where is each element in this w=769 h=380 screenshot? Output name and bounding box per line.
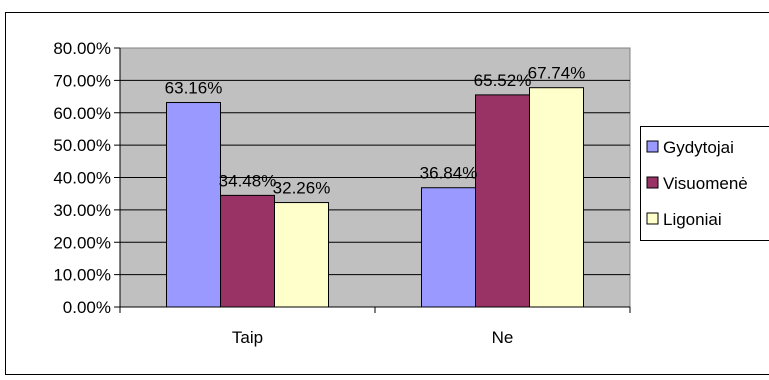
legend-label: Gydytojai [663, 138, 734, 157]
x-tick-label: Ne [492, 328, 514, 347]
y-tick-label: 50.00% [53, 136, 111, 155]
data-label: 65.52% [474, 71, 532, 90]
data-label: 32.26% [273, 179, 331, 198]
y-tick-label: 0.00% [63, 298, 111, 317]
bar-visuomen--ne [476, 95, 530, 307]
data-label: 34.48% [219, 171, 277, 190]
legend: Gydytojai Visuomenė Ligoniai [641, 127, 769, 241]
y-tick-label: 30.00% [53, 201, 111, 220]
bar-gydytojai-ne [422, 188, 476, 307]
legend-label: Visuomenė [663, 174, 748, 193]
legend-label: Ligoniai [663, 210, 722, 229]
y-tick-label: 40.00% [53, 169, 111, 188]
y-tick-label: 10.00% [53, 266, 111, 285]
y-tick-label: 70.00% [53, 71, 111, 90]
bar-ligoniai-ne [530, 88, 584, 307]
y-tick-label: 80.00% [53, 39, 111, 58]
y-axis: 0.00% 10.00% 20.00% 30.00% 40.00% 50.00% 60.00… [53, 39, 120, 317]
legend-swatch [647, 141, 658, 152]
bar-visuomen--taip [221, 195, 275, 307]
data-label: 63.16% [165, 79, 223, 98]
x-tick-label: Taip [232, 328, 263, 347]
legend-swatch [647, 213, 658, 224]
data-label: 67.74% [528, 64, 586, 83]
legend-swatch [647, 177, 658, 188]
data-label: 36.84% [420, 164, 478, 183]
y-tick-label: 20.00% [53, 233, 111, 252]
y-tick-label: 60.00% [53, 104, 111, 123]
bar-gydytojai-taip [167, 103, 221, 307]
bar-ligoniai-taip [275, 203, 329, 307]
